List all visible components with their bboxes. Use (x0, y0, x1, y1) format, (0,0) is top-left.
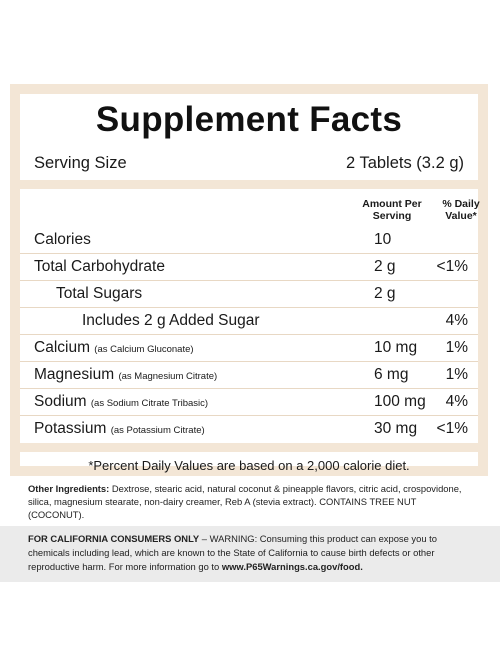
table-row: Total Sugars 2 g (20, 280, 478, 307)
warning-label: FOR CALIFORNIA CONSUMERS ONLY (28, 533, 200, 544)
nutrient-source: (as Sodium Citrate Tribasic) (90, 398, 209, 409)
nutrient-name-text: Sodium (34, 393, 87, 410)
table-row: Sodium (as Sodium Citrate Tribasic) 100 m… (20, 388, 478, 415)
nutrient-rows: Calories 10 Total Carbohydrate 2 g <1% Total … (20, 227, 478, 442)
table-row: Total Carbohydrate 2 g <1% (20, 253, 478, 280)
nutrient-name: Total Carbohydrate (34, 258, 165, 276)
supplement-facts-panel: Supplement Facts Serving Size 2 Tablets … (10, 84, 488, 476)
table-row: Calcium (as Calcium Gluconate) 10 mg 1% (20, 334, 478, 361)
ingredients-text: Dextrose, stearic acid, natural coconut … (28, 483, 462, 520)
prop65-warning: FOR CALIFORNIA CONSUMERS ONLY – WARNING:… (28, 532, 478, 574)
nutrient-name-text: Includes 2 g Added Sugar (82, 312, 260, 329)
nutrient-daily-value: <1% (436, 258, 468, 275)
nutrient-name-text: Total Sugars (56, 285, 143, 302)
nutrient-amount: 30 mg (374, 420, 418, 437)
serving-size-label: Serving Size (34, 154, 127, 172)
nutrient-name: Total Sugars (56, 285, 142, 303)
table-row: Calories 10 (20, 227, 478, 253)
header-divider (20, 180, 478, 189)
footer-divider (20, 443, 478, 452)
serving-size-row: Serving Size 2 Tablets (3.2 g) (34, 154, 464, 173)
warning-link: www.P65Warnings.ca.gov/food. (221, 561, 363, 572)
nutrient-name: Includes 2 g Added Sugar (82, 312, 260, 330)
daily-value-footnote: *Percent Daily Values are based on a 2,0… (88, 458, 410, 473)
ingredients-label: Other Ingredients: (28, 483, 110, 494)
nutrient-source: (as Calcium Gluconate) (94, 344, 194, 355)
nutrient-amount: 100 mg (374, 393, 426, 410)
nutrient-name-text: Magnesium (34, 366, 115, 383)
serving-size-value: 2 Tablets (3.2 g) (345, 154, 464, 172)
nutrient-daily-value: 4% (445, 312, 468, 329)
nutrient-amount: 2 g (374, 258, 396, 275)
nutrient-daily-value: <1% (436, 420, 468, 437)
nutrient-name-text: Calories (34, 231, 91, 248)
nutrient-amount: 10 mg (374, 339, 418, 356)
table-row: Magnesium (as Magnesium Citrate) 6 mg 1% (20, 361, 478, 388)
table-row: Includes 2 g Added Sugar 4% (20, 307, 478, 334)
nutrient-name: Sodium (as Sodium Citrate Tribasic) (34, 393, 208, 411)
daily-value-header: % Daily Value* (442, 198, 480, 222)
nutrient-amount: 6 mg (374, 366, 409, 383)
nutrient-daily-value: 4% (445, 393, 468, 410)
nutrient-amount: 10 (374, 231, 392, 248)
nutrient-daily-value: 1% (445, 339, 468, 356)
panel-title: Supplement Facts (95, 100, 403, 139)
amount-per-serving-header: Amount Per Serving (362, 198, 422, 222)
nutrient-name: Calcium (as Calcium Gluconate) (34, 339, 194, 357)
table-row: Potassium (as Potassium Citrate) 30 mg <1% (20, 415, 478, 442)
other-ingredients: Other Ingredients: Dextrose, stearic aci… (28, 482, 474, 521)
nutrient-name: Calories (34, 231, 91, 249)
nutrient-name-text: Total Carbohydrate (34, 258, 165, 275)
prop65-warning-background (0, 526, 500, 582)
nutrient-name: Potassium (as Potassium Citrate) (34, 420, 205, 438)
nutrient-source: (as Magnesium Citrate) (118, 371, 218, 382)
warning-text: – WARNING: Consuming this product can ex… (28, 533, 437, 572)
nutrient-name: Magnesium (as Magnesium Citrate) (34, 366, 217, 384)
nutrient-name-text: Calcium (34, 339, 90, 356)
nutrient-name-text: Potassium (34, 420, 107, 437)
nutrient-source: (as Potassium Citrate) (110, 425, 205, 436)
nutrient-amount: 2 g (374, 285, 396, 302)
nutrient-daily-value: 1% (445, 366, 468, 383)
